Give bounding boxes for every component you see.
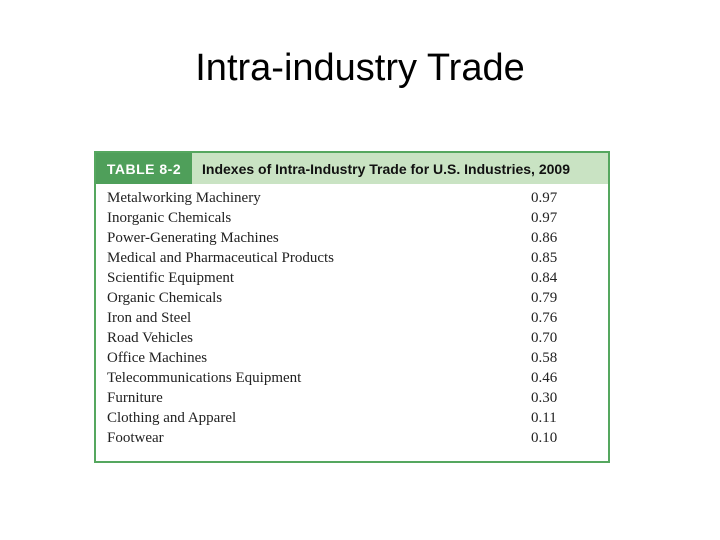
industry-name: Office Machines (107, 349, 208, 366)
industry-name: Metalworking Machinery (107, 189, 261, 206)
industry-name: Medical and Pharmaceutical Products (107, 249, 335, 266)
index-value: 0.10 (531, 429, 558, 446)
table-header: TABLE 8-2 Indexes of Intra-Industry Trad… (96, 153, 608, 184)
slide-title: Intra-industry Trade (195, 47, 525, 89)
industry-name: Road Vehicles (107, 329, 193, 346)
index-value: 0.11 (531, 409, 557, 426)
table-row: Clothing and Apparel 0.11 (96, 408, 608, 428)
index-value: 0.76 (531, 309, 558, 326)
table-row: Footwear 0.10 (96, 428, 608, 448)
industry-name: Clothing and Apparel (107, 409, 237, 426)
table-number-label: TABLE 8-2 (96, 153, 192, 184)
industry-name: Power-Generating Machines (107, 229, 279, 246)
industry-name: Organic Chemicals (107, 289, 223, 306)
industry-name: Inorganic Chemicals (107, 209, 232, 226)
table-row: Office Machines 0.58 (96, 348, 608, 368)
industry-name: Footwear (107, 429, 164, 446)
industry-name: Telecommunications Equipment (107, 369, 302, 386)
index-value: 0.79 (531, 289, 558, 306)
index-value: 0.30 (531, 389, 558, 406)
industry-name: Iron and Steel (107, 309, 192, 326)
index-value: 0.97 (531, 209, 558, 226)
table-rows: Metalworking Machinery 0.97 Inorganic Ch… (96, 184, 608, 448)
table-row: Medical and Pharmaceutical Products 0.85 (96, 248, 608, 268)
table-caption: Indexes of Intra-Industry Trade for U.S.… (192, 153, 608, 184)
table-row: Scientific Equipment 0.84 (96, 268, 608, 288)
index-value: 0.46 (531, 369, 558, 386)
index-value: 0.70 (531, 329, 558, 346)
index-value: 0.85 (531, 249, 558, 266)
table-row: Iron and Steel 0.76 (96, 308, 608, 328)
table-row: Telecommunications Equipment 0.46 (96, 368, 608, 388)
table-row: Road Vehicles 0.70 (96, 328, 608, 348)
index-value: 0.97 (531, 189, 558, 206)
table-row: Inorganic Chemicals 0.97 (96, 208, 608, 228)
table-row: Furniture 0.30 (96, 388, 608, 408)
intra-industry-table: TABLE 8-2 Indexes of Intra-Industry Trad… (94, 151, 610, 463)
index-value: 0.84 (531, 269, 558, 286)
industry-name: Furniture (107, 389, 163, 406)
table-row: Organic Chemicals 0.79 (96, 288, 608, 308)
table-row: Power-Generating Machines 0.86 (96, 228, 608, 248)
table-row: Metalworking Machinery 0.97 (96, 188, 608, 208)
industry-name: Scientific Equipment (107, 269, 235, 286)
index-value: 0.86 (531, 229, 558, 246)
index-value: 0.58 (531, 349, 558, 366)
